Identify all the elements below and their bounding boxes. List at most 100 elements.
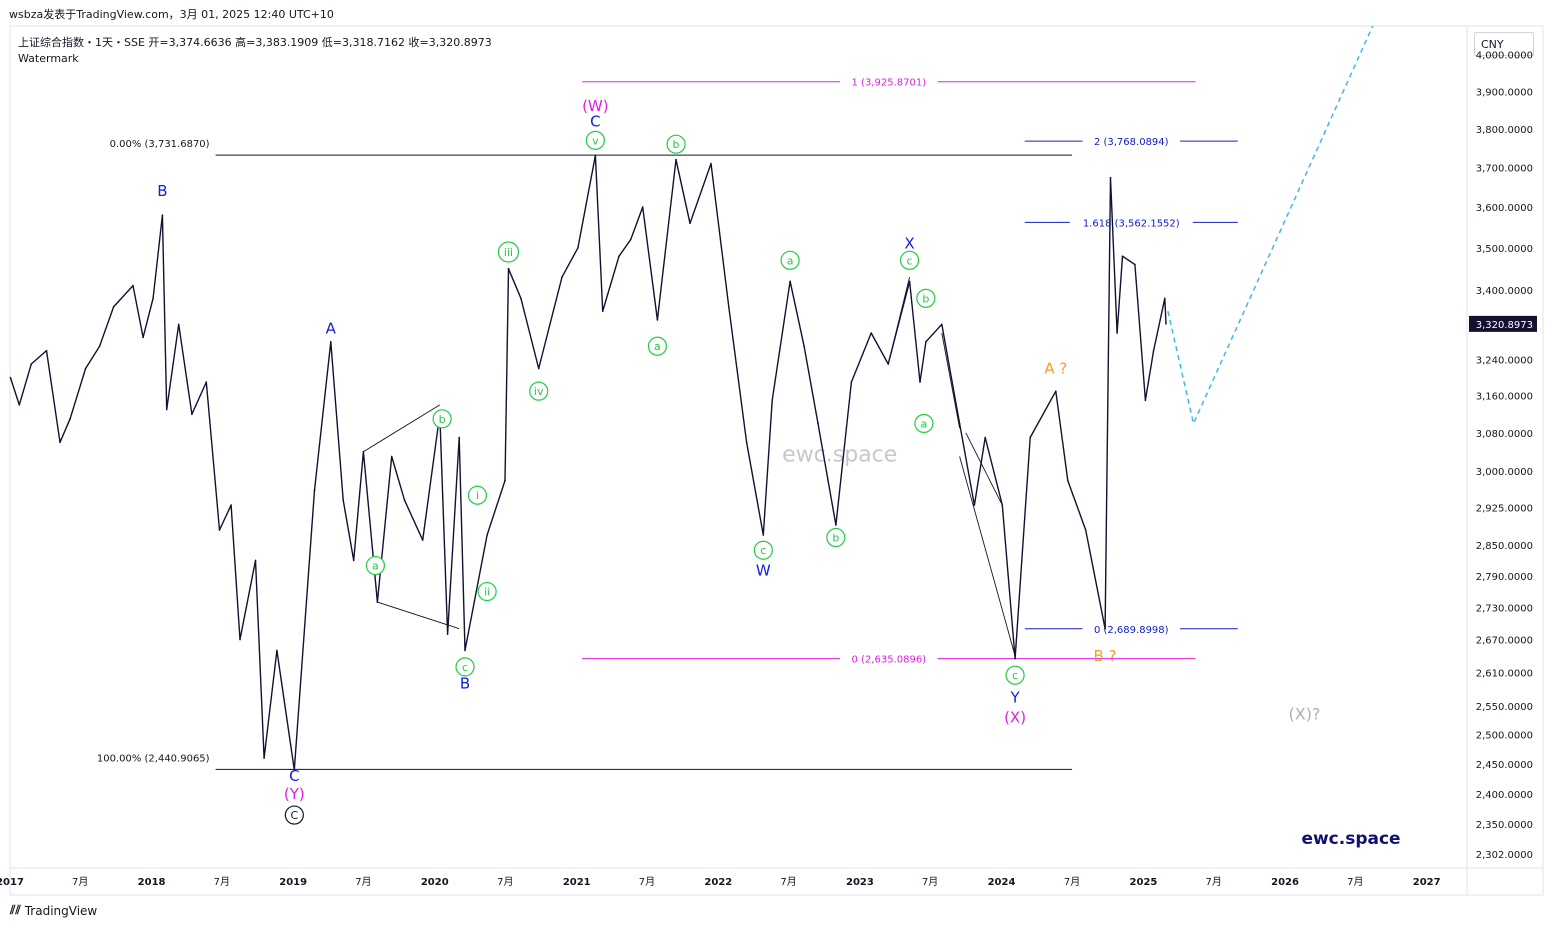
fib-label-mag-1: 1 (3,925.8701) xyxy=(852,78,927,89)
price-point xyxy=(984,436,987,439)
wave-label: a xyxy=(921,417,928,430)
price-point xyxy=(641,206,644,208)
price-point xyxy=(629,238,632,241)
wave-structure-line xyxy=(965,432,1003,506)
price-point xyxy=(59,441,61,444)
price-point xyxy=(762,534,765,536)
wave-label-circle xyxy=(916,288,936,308)
x-tick-label: 7月 xyxy=(1064,876,1080,888)
price-point xyxy=(205,381,208,383)
wave-label: (X)? xyxy=(1288,705,1320,724)
y-tick-label: 2,350.0000 xyxy=(1476,820,1533,831)
price-point xyxy=(390,455,393,458)
wave-label-circle xyxy=(826,527,846,548)
x-tick-label: 2017 xyxy=(0,877,24,888)
price-point xyxy=(1055,390,1057,392)
y-tick-label: 2,670.0000 xyxy=(1476,636,1533,647)
currency-selector[interactable]: CNY xyxy=(1474,32,1534,56)
price-point xyxy=(352,559,355,562)
tradingview-logo-icon: ⫽⫽ xyxy=(10,903,21,917)
price-point xyxy=(1029,436,1032,439)
price-point xyxy=(464,649,466,652)
x-tick-label: 7月 xyxy=(1206,876,1222,888)
y-tick-label: 2,790.0000 xyxy=(1476,572,1533,583)
price-point xyxy=(925,340,927,343)
price-point xyxy=(486,534,488,536)
wave-label: iii xyxy=(504,246,513,259)
wave-label: b xyxy=(439,413,446,426)
y-tick-label: 3,000.0000 xyxy=(1476,467,1533,478)
price-point xyxy=(1014,657,1016,660)
x-tick-label: 7月 xyxy=(214,876,230,888)
wave-structure-line xyxy=(363,404,441,453)
price-point xyxy=(9,376,12,379)
x-tick-label: 2026 xyxy=(1271,877,1299,888)
price-point xyxy=(191,413,193,415)
fib-label-bg xyxy=(1082,621,1181,635)
wave-label: c xyxy=(760,544,766,557)
last-price-label: 3,320.8973 xyxy=(1476,320,1533,331)
wave-label: B xyxy=(157,182,167,200)
wave-label: A ? xyxy=(1044,360,1067,378)
wave-label: b xyxy=(922,292,929,305)
wave-label: B xyxy=(460,675,470,693)
price-point xyxy=(887,363,890,365)
wave-label-circle xyxy=(455,657,475,677)
price-point xyxy=(376,601,379,603)
wave-label: b xyxy=(832,532,839,545)
y-tick-label: 2,730.0000 xyxy=(1476,603,1533,614)
wave-label: v xyxy=(592,134,599,147)
wave-label-circle xyxy=(585,130,605,150)
x-tick-label: 7月 xyxy=(1347,876,1363,888)
price-point xyxy=(218,529,221,531)
price-point xyxy=(142,336,144,339)
price-point xyxy=(537,367,540,370)
y-tick-label: 3,400.0000 xyxy=(1476,286,1533,297)
price-point xyxy=(745,441,748,444)
wave-label-circle xyxy=(477,581,497,602)
wave-label: b xyxy=(673,138,680,151)
price-point xyxy=(771,399,774,402)
price-point xyxy=(908,280,911,283)
fib-label-blue-1618: 1.618 (3,562.1552) xyxy=(1083,218,1180,229)
price-point xyxy=(1116,332,1118,334)
price-point xyxy=(18,404,21,406)
wave-structure-line xyxy=(377,601,460,630)
y-tick-label: 3,160.0000 xyxy=(1476,392,1533,403)
price-point xyxy=(1152,349,1155,352)
fib-label-bg xyxy=(840,651,938,665)
price-point xyxy=(177,323,180,326)
projection-path xyxy=(1167,25,1374,426)
price-point xyxy=(1084,529,1087,531)
x-tick-label: 2022 xyxy=(704,877,732,888)
y-tick-label: 2,850.0000 xyxy=(1476,541,1533,552)
price-point xyxy=(313,489,316,492)
x-tick-label: 7月 xyxy=(497,876,513,888)
x-tick-label: 7月 xyxy=(780,876,796,888)
watermark-label: Watermark xyxy=(18,52,79,65)
y-tick-label: 3,600.0000 xyxy=(1476,203,1533,214)
price-point xyxy=(1067,479,1069,482)
price-point xyxy=(403,499,406,501)
price-point xyxy=(132,284,134,287)
wave-label: Y xyxy=(1009,689,1020,707)
y-tick-label: 2,925.0000 xyxy=(1476,504,1533,515)
wave-label-circle xyxy=(753,540,773,560)
wave-label: c xyxy=(1012,669,1018,682)
wave-label: iv xyxy=(534,385,544,398)
fib-label-w-top: 0.00% (3,731.6870) xyxy=(110,139,210,150)
price-point xyxy=(230,504,232,506)
wave-label: (Y) xyxy=(284,785,305,803)
price-point xyxy=(112,306,115,308)
wave-label-circle xyxy=(497,241,520,263)
price-point xyxy=(98,345,101,348)
price-point xyxy=(561,276,563,278)
price-point xyxy=(601,310,604,313)
price-point xyxy=(362,450,365,453)
y-tick-label: 3,500.0000 xyxy=(1476,244,1533,255)
fib-label-bg xyxy=(1069,215,1193,229)
wave-label-circle xyxy=(914,413,934,434)
y-tick-label: 2,400.0000 xyxy=(1476,790,1533,801)
y-tick-label: 2,610.0000 xyxy=(1476,668,1533,679)
